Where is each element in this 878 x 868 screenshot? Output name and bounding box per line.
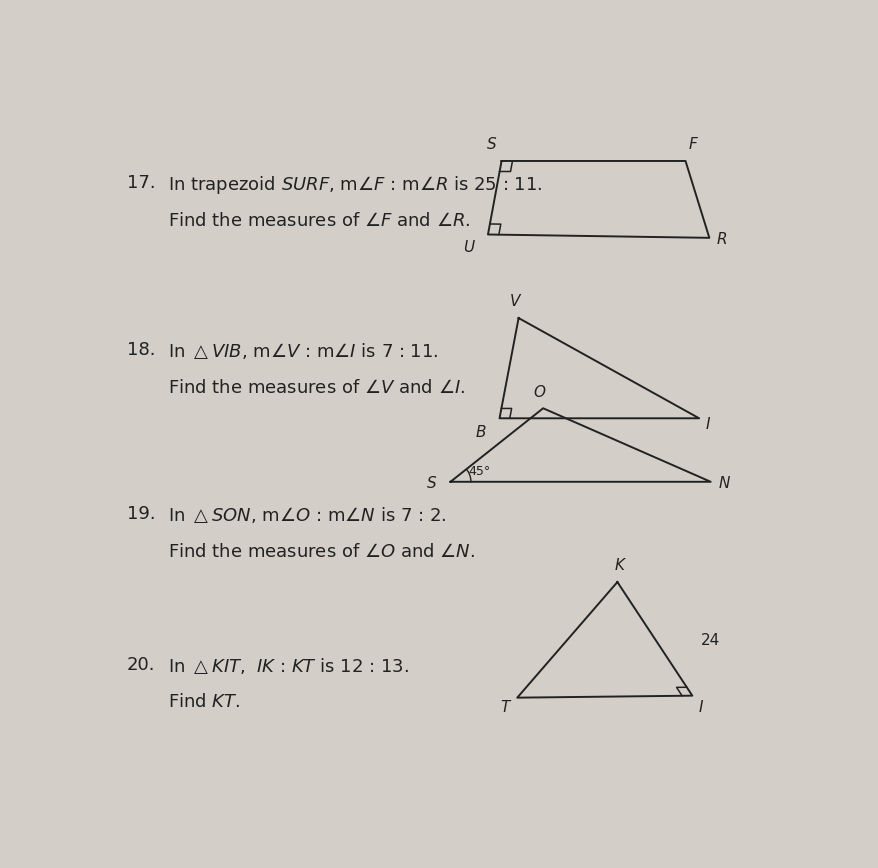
Text: Find $\mathit{KT}$.: Find $\mathit{KT}$. [168, 693, 240, 711]
Text: V: V [509, 294, 520, 309]
Text: In $\triangle$$\mathit{KIT}$,  $\mathit{IK}$ : $\mathit{KT}$ is 12 : 13.: In $\triangle$$\mathit{KIT}$, $\mathit{I… [168, 655, 408, 675]
Text: R: R [716, 233, 726, 247]
Text: In trapezoid $\mathit{SURF}$, m$\angle F$ : m$\angle R$ is 25 : 11.: In trapezoid $\mathit{SURF}$, m$\angle F… [168, 174, 542, 196]
Text: In $\triangle$$\mathit{VIB}$, m$\angle V$ : m$\angle I$ is 7 : 11.: In $\triangle$$\mathit{VIB}$, m$\angle V… [168, 341, 438, 361]
Text: Find the measures of $\angle V$ and $\angle I$.: Find the measures of $\angle V$ and $\an… [168, 378, 464, 397]
Text: In $\triangle$$\mathit{SON}$, m$\angle O$ : m$\angle N$ is 7 : 2.: In $\triangle$$\mathit{SON}$, m$\angle O… [168, 505, 445, 525]
Text: S: S [486, 137, 495, 152]
Text: T: T [500, 700, 509, 715]
Text: N: N [717, 477, 729, 491]
Text: 18.: 18. [126, 341, 155, 359]
Text: I: I [704, 417, 709, 431]
Text: 24: 24 [701, 633, 720, 648]
Text: U: U [463, 240, 474, 255]
Text: F: F [688, 137, 697, 152]
Text: 17.: 17. [126, 174, 155, 193]
Text: 19.: 19. [126, 505, 155, 523]
Text: K: K [614, 557, 623, 573]
Text: I: I [698, 700, 702, 715]
Text: 20.: 20. [126, 655, 155, 674]
Text: 45°: 45° [468, 465, 490, 478]
Text: Find the measures of $\angle F$ and $\angle R$.: Find the measures of $\angle F$ and $\an… [168, 212, 470, 230]
Text: S: S [427, 477, 436, 491]
Text: Find the measures of $\angle O$ and $\angle N$.: Find the measures of $\angle O$ and $\an… [168, 542, 474, 561]
Text: B: B [475, 425, 486, 440]
Text: O: O [533, 385, 545, 399]
